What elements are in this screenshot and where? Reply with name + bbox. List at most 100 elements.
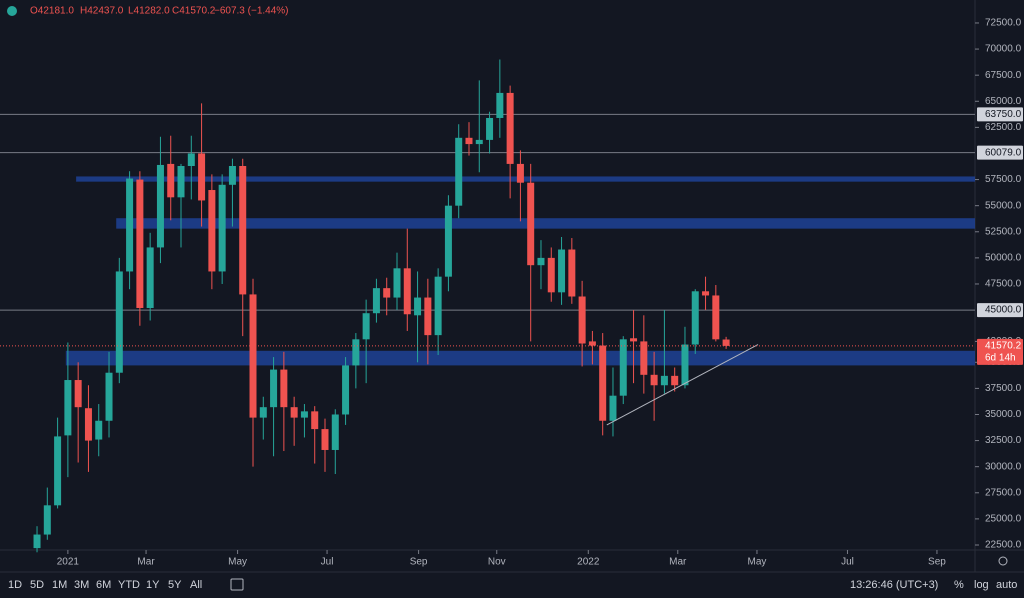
candle-body <box>414 297 422 316</box>
candle-body <box>640 341 648 375</box>
candle-body <box>156 164 164 248</box>
range-button[interactable]: All <box>190 579 202 591</box>
plot <box>0 59 976 553</box>
x-tick-label: Mar <box>137 557 155 568</box>
range-button[interactable]: 5D <box>30 579 44 591</box>
y-tick-label: 50000.0 <box>985 253 1022 264</box>
candle-body <box>146 247 154 308</box>
candle-body <box>496 92 504 118</box>
x-tick-label: May <box>748 557 767 568</box>
candle-body <box>537 257 545 266</box>
trendline <box>606 344 759 426</box>
x-tick-label: Nov <box>488 557 506 568</box>
auto-toggle[interactable]: auto <box>996 579 1017 591</box>
x-tick-label: Jul <box>321 557 334 568</box>
range-button[interactable]: 6M <box>96 579 111 591</box>
candle-body <box>588 341 596 346</box>
candle-body <box>74 380 82 408</box>
x-tick-label: Sep <box>928 557 946 568</box>
level-label-box <box>977 107 1023 122</box>
candle-body <box>311 411 319 430</box>
candle-body <box>712 295 720 340</box>
candle-body <box>187 153 195 167</box>
y-tick-label: 57500.0 <box>985 174 1022 185</box>
y-tick-label: 67500.0 <box>985 70 1022 81</box>
zone <box>76 176 975 182</box>
range-button[interactable]: 3M <box>74 579 89 591</box>
goto-date-icon[interactable] <box>230 578 244 591</box>
header-high: H42437.0 <box>80 6 124 17</box>
x-tick-label: 2022 <box>577 557 600 568</box>
candle-body <box>198 153 206 201</box>
settings-icon[interactable] <box>998 556 1008 566</box>
candle-body <box>259 407 267 418</box>
range-button[interactable]: 1Y <box>146 579 160 591</box>
header-open: O42181.0 <box>30 6 74 17</box>
candle-body <box>43 505 51 535</box>
candle-body <box>352 339 360 366</box>
y-tick-label: 37500.0 <box>985 383 1022 394</box>
log-toggle[interactable]: log <box>974 579 989 591</box>
candle-body <box>342 365 350 415</box>
candle-body <box>486 117 494 140</box>
candle-body <box>105 372 113 421</box>
candle-body <box>455 137 463 206</box>
candle-body <box>465 137 473 145</box>
candle-body <box>239 166 247 295</box>
percent-toggle[interactable]: % <box>954 579 964 591</box>
x-tick-label: Mar <box>669 557 687 568</box>
candle-body <box>228 166 236 185</box>
level-label: 60079.0 <box>985 147 1022 158</box>
y-tick-label: 70000.0 <box>985 44 1022 55</box>
y-tick-label: 32500.0 <box>985 435 1022 446</box>
candle-body <box>671 375 679 386</box>
y-tick-label: 35000.0 <box>985 409 1022 420</box>
candle-body <box>599 345 607 421</box>
candle-body <box>403 268 411 315</box>
y-tick-label: 62500.0 <box>985 122 1022 133</box>
candle-body <box>691 291 699 345</box>
y-tick-label: 22500.0 <box>985 540 1022 551</box>
y-tick-label: 25000.0 <box>985 514 1022 525</box>
candle-body <box>434 276 442 336</box>
x-tick-label: May <box>228 557 247 568</box>
candle-body <box>702 291 710 296</box>
zone <box>116 218 975 229</box>
y-tick-label: 47500.0 <box>985 279 1022 290</box>
candle-body <box>84 408 92 441</box>
candle-body <box>280 369 288 408</box>
candle-body <box>270 369 278 408</box>
candle-body <box>650 374 658 386</box>
x-tick-label: Sep <box>410 557 428 568</box>
candle-body <box>249 294 257 418</box>
candle-body <box>331 414 339 450</box>
range-button[interactable]: 1D <box>8 579 22 591</box>
candle-body <box>136 179 144 308</box>
candle-body <box>54 436 62 506</box>
range-button[interactable]: YTD <box>118 579 140 591</box>
y-tick-label: 30000.0 <box>985 461 1022 472</box>
candle-body <box>424 297 432 336</box>
candle-body <box>393 268 401 298</box>
clock: 13:26:46 (UTC+3) <box>850 579 938 591</box>
candle-body <box>527 182 535 266</box>
y-tick-label: 55000.0 <box>985 200 1022 211</box>
range-button[interactable]: 1M <box>52 579 67 591</box>
candle-body <box>290 407 298 418</box>
candle-body <box>722 339 730 346</box>
level-label-box <box>977 303 1023 318</box>
level-label: 45000.0 <box>985 305 1022 316</box>
visibility-icon[interactable] <box>7 6 17 16</box>
candle-body <box>208 190 216 272</box>
y-tick-label: 52500.0 <box>985 226 1022 237</box>
candle-body <box>95 420 103 440</box>
x-tick-label: Jul <box>841 557 854 568</box>
candle-body <box>300 411 308 418</box>
level-label-box <box>977 145 1023 160</box>
candle-body <box>609 395 617 421</box>
range-button[interactable]: 5Y <box>168 579 182 591</box>
candle-body <box>660 375 668 386</box>
candle-body <box>321 429 329 450</box>
candle-body <box>218 184 226 272</box>
